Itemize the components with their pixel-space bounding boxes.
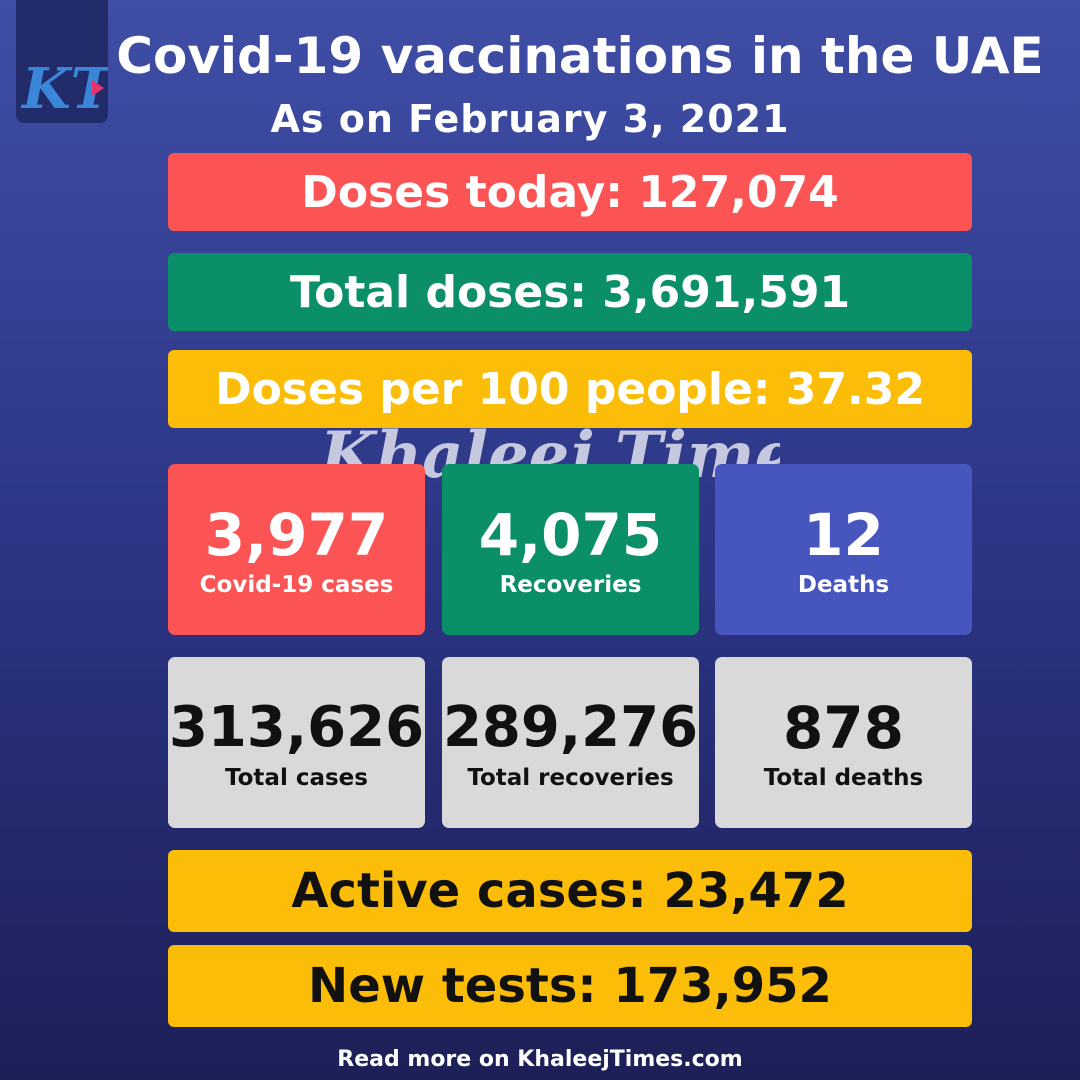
daily-cases-label: Covid-19 cases [199, 571, 394, 598]
new-tests-bar: New tests: 173,952 [168, 945, 972, 1027]
daily-cases-card: 3,977 Covid-19 cases [168, 464, 425, 635]
daily-deaths-value: 12 [803, 500, 884, 569]
total-doses-text: Total doses: 3,691,591 [289, 266, 851, 318]
total-deaths-card: 878 Total deaths [715, 657, 972, 828]
total-recoveries-value: 289,276 [442, 694, 699, 760]
total-cases-label: Total cases [225, 764, 368, 791]
active-cases-text: Active cases: 23,472 [291, 863, 849, 919]
total-recoveries-label: Total recoveries [467, 764, 674, 791]
daily-deaths-card: 12 Deaths [715, 464, 972, 635]
new-tests-text: New tests: 173,952 [308, 958, 832, 1014]
daily-cases-value: 3,977 [204, 500, 389, 569]
total-doses-bar: Total doses: 3,691,591 [168, 253, 972, 331]
daily-deaths-label: Deaths [797, 571, 890, 598]
total-cases-value: 313,626 [168, 694, 425, 760]
page-subtitle: As on February 3, 2021 [270, 97, 790, 141]
daily-recoveries-card: 4,075 Recoveries [442, 464, 699, 635]
doses-per-100-text: Doses per 100 people: 37.32 [215, 363, 925, 415]
doses-per-100-bar: Doses per 100 people: 37.32 [168, 350, 972, 428]
total-recoveries-card: 289,276 Total recoveries [442, 657, 699, 828]
doses-today-text: Doses today: 127,074 [301, 166, 839, 218]
page-title: Covid-19 vaccinations in the UAE [116, 27, 1044, 85]
active-cases-bar: Active cases: 23,472 [168, 850, 972, 932]
daily-recoveries-label: Recoveries [499, 571, 642, 598]
daily-recoveries-value: 4,075 [478, 500, 663, 569]
total-deaths-value: 878 [782, 693, 905, 762]
total-cases-card: 313,626 Total cases [168, 657, 425, 828]
doses-today-bar: Doses today: 127,074 [168, 153, 972, 231]
total-deaths-label: Total deaths [763, 764, 924, 791]
logo-play-icon [92, 80, 104, 96]
khaleej-times-logo: KT [16, 0, 108, 123]
read-more-link[interactable]: Read more on KhaleejTimes.com [337, 1047, 743, 1072]
kt-logo-icon: KT [20, 56, 108, 122]
